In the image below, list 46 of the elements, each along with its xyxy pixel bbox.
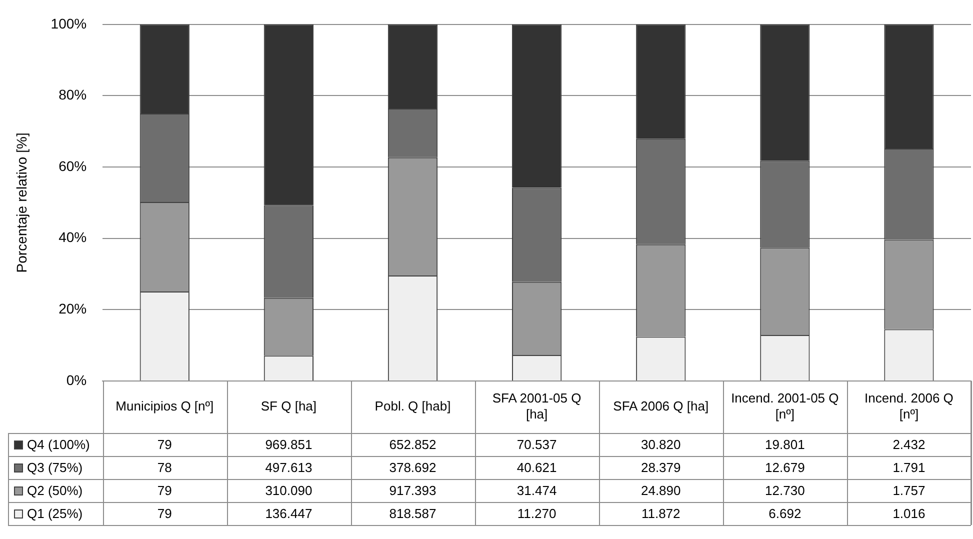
text: 2.432 (892, 437, 926, 452)
legend-label: Q3 (75%) (27, 460, 83, 476)
text: 78 (157, 460, 172, 476)
x-tick-label: Municipios Q [nº] (116, 398, 214, 414)
y-tick-label: 20% (58, 300, 87, 317)
y-axis-title: Porcentaje relativo [%] (13, 132, 30, 273)
text: 310.090 (265, 483, 312, 498)
y-tick-label: 40% (58, 229, 87, 246)
text: 917.393 (389, 483, 436, 498)
text: 31.474 (516, 483, 557, 498)
x-tick-label: Incend. 2001-05 Q [nº] (731, 390, 839, 422)
text: 19.801 (765, 437, 805, 452)
text: 30.820 (640, 437, 681, 452)
y-tick-label: 0% (66, 372, 87, 388)
x-tick-label: SFA 2006 Q [ha] (613, 398, 709, 414)
text: 497.613 (265, 460, 312, 476)
text: 1.016 (892, 506, 926, 522)
legend-label: Q4 (100%) (27, 437, 90, 452)
x-tick-label: SF Q [ha] (260, 398, 317, 414)
text: 969.851 (265, 437, 312, 452)
text: 12.730 (765, 483, 805, 498)
text: 79 (157, 483, 172, 498)
text: 378.692 (389, 460, 436, 476)
text: 652.852 (389, 437, 436, 452)
x-tick-label: Incend. 2006 Q [nº] (864, 390, 954, 422)
x-tick-label: Pobl. Q [hab] (374, 398, 451, 414)
y-tick-label: 100% (50, 15, 87, 32)
text: 70.537 (516, 437, 557, 452)
text: 40.621 (516, 460, 557, 476)
text: 818.587 (389, 506, 436, 522)
text: 6.692 (768, 506, 802, 522)
text: 11.872 (641, 506, 680, 522)
text: 28.379 (640, 460, 681, 476)
text: 79 (157, 506, 172, 522)
text: 1.757 (892, 483, 926, 498)
x-tick-label: SFA 2001-05 Q [ha] (492, 390, 582, 422)
text: 136.447 (265, 506, 312, 522)
legend-label: Q1 (25%) (27, 506, 83, 522)
y-tick-label: 80% (58, 86, 87, 103)
text: 11.270 (517, 506, 556, 522)
y-tick-label: 60% (58, 158, 87, 174)
text: 24.890 (640, 483, 681, 498)
text: 79 (157, 437, 172, 452)
legend-label: Q2 (50%) (27, 483, 83, 498)
text: 1.791 (892, 460, 926, 476)
text: 12.679 (765, 460, 805, 476)
